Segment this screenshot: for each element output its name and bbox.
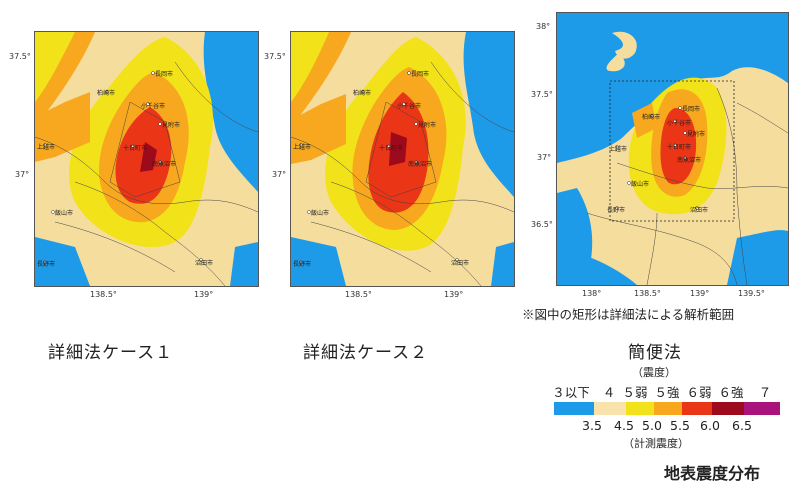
panel-caption-simple: 簡便法 xyxy=(628,343,682,363)
legend-swatch xyxy=(626,402,654,415)
legend-swatch xyxy=(712,402,744,415)
lat-tick: 37° xyxy=(15,170,30,179)
lon-tick: 138° xyxy=(582,289,602,298)
city-label: 長野市 xyxy=(293,260,311,268)
city-label: 小千谷市 xyxy=(667,119,691,127)
city-label: 十日町市 xyxy=(667,143,691,151)
city-label: 沼田市 xyxy=(451,259,469,267)
city-label: 沼田市 xyxy=(690,206,708,214)
legend-swatch xyxy=(744,402,780,415)
city-label: 長野市 xyxy=(37,260,55,268)
lon-tick: 138.5° xyxy=(634,289,661,298)
intensity-map-case1: 長岡市 柏崎市 小千谷市 見附市 上越市 十日町市 南魚沼市 飯山市 長野市 沼… xyxy=(35,32,258,286)
city-label: 長岡市 xyxy=(682,105,700,113)
legend-intensity-label: ５強 xyxy=(654,385,680,400)
legend-swatch xyxy=(682,402,712,415)
analysis-range-rectangle xyxy=(609,80,735,222)
lon-tick: 139.5° xyxy=(738,289,765,298)
lon-tick: 138.5° xyxy=(345,290,372,299)
map-panel-simple: 長岡市 柏崎市 小千谷市 見附市 上越市 十日町市 南魚沼市 飯山市 長野市 沼… xyxy=(556,12,789,286)
lon-tick: 138.5° xyxy=(90,290,117,299)
city-label: 長野市 xyxy=(607,206,625,214)
panel-caption-case1: 詳細法ケース１ xyxy=(48,343,174,363)
lat-tick: 36.5° xyxy=(531,220,553,229)
legend-measured-value: 4.5 xyxy=(614,418,634,433)
city-label: 長岡市 xyxy=(155,70,173,78)
city-label: 沼田市 xyxy=(195,259,213,267)
legend-measured-value: 6.0 xyxy=(700,418,720,433)
lat-tick: 37° xyxy=(272,170,287,179)
city-label: 見附市 xyxy=(162,121,180,129)
city-label: 上越市 xyxy=(37,143,55,151)
legend-intensity-label: ３以下 xyxy=(552,385,590,400)
lon-tick: 139° xyxy=(690,289,710,298)
intensity-map-simple: 長岡市 柏崎市 小千谷市 見附市 上越市 十日町市 南魚沼市 飯山市 長野市 沼… xyxy=(557,13,788,285)
legend-swatch xyxy=(554,402,594,415)
legend-intensity-label: ６弱 xyxy=(686,385,712,400)
legend-swatch xyxy=(594,402,626,415)
city-label: 長岡市 xyxy=(411,70,429,78)
lat-tick: 37.5° xyxy=(9,52,31,61)
map-panel-case2: 長岡市 柏崎市 小千谷市 見附市 上越市 十日町市 南魚沼市 飯山市 長野市 沼… xyxy=(290,31,515,287)
legend-measured-title: （計測震度） xyxy=(623,437,689,450)
legend-measured-value: 6.5 xyxy=(732,418,752,433)
legend-intensity-label: ６強 xyxy=(718,385,744,400)
legend-measured-value: 5.0 xyxy=(642,418,662,433)
map-title: 地表震度分布 xyxy=(664,464,761,483)
legend-intensity-label: ４ xyxy=(602,385,616,400)
city-label: 飯山市 xyxy=(55,209,73,217)
legend-swatch xyxy=(654,402,682,415)
analysis-range-note: ※図中の矩形は詳細法による解析範囲 xyxy=(522,307,735,322)
legend-intensity-label: ５弱 xyxy=(622,385,648,400)
lon-tick: 139° xyxy=(444,290,464,299)
lon-tick: 139° xyxy=(194,290,214,299)
city-label: 飯山市 xyxy=(311,209,329,217)
city-label: 柏崎市 xyxy=(97,89,115,97)
city-label: 南魚沼市 xyxy=(408,160,432,168)
city-label: 小千谷市 xyxy=(397,102,421,110)
city-label: 柏崎市 xyxy=(353,89,371,97)
city-label: 飯山市 xyxy=(631,180,649,188)
city-label: 十日町市 xyxy=(123,144,147,152)
intensity-map-case2: 長岡市 柏崎市 小千谷市 見附市 上越市 十日町市 南魚沼市 飯山市 長野市 沼… xyxy=(291,32,514,286)
city-label: 小千谷市 xyxy=(141,102,165,110)
lat-tick: 37.5° xyxy=(264,52,286,61)
city-label: 南魚沼市 xyxy=(152,160,176,168)
panel-caption-case2: 詳細法ケース２ xyxy=(303,343,429,363)
city-label: 見附市 xyxy=(418,121,436,129)
city-label: 上越市 xyxy=(293,143,311,151)
city-label: 南魚沼市 xyxy=(677,156,701,164)
legend-measured-value: 3.5 xyxy=(582,418,602,433)
legend-intensity-label: ７ xyxy=(758,385,772,400)
city-label: 十日町市 xyxy=(379,144,403,152)
map-panel-case1: 長岡市 柏崎市 小千谷市 見附市 上越市 十日町市 南魚沼市 飯山市 長野市 沼… xyxy=(34,31,259,287)
lat-tick: 38° xyxy=(536,22,551,31)
legend-measured-value: 5.5 xyxy=(670,418,690,433)
legend-intensity-title: （震度） xyxy=(632,366,676,379)
city-label: 柏崎市 xyxy=(642,113,660,121)
city-label: 上越市 xyxy=(609,145,627,153)
lat-tick: 37.5° xyxy=(531,90,553,99)
lat-tick: 37° xyxy=(537,153,552,162)
city-label: 見附市 xyxy=(687,130,705,138)
